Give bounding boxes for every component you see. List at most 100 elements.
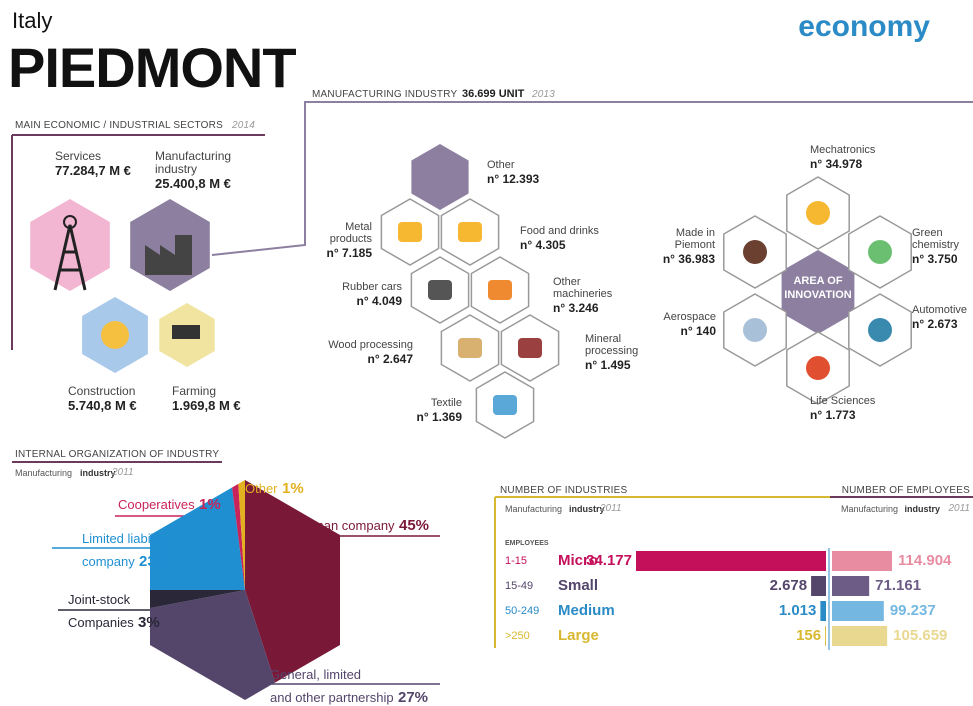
value-label: 45% (399, 517, 430, 534)
label: Wood processing (328, 339, 413, 351)
label: Joint-stock (68, 592, 131, 607)
value-label: 1.013 (778, 602, 817, 619)
size: Micro (558, 552, 599, 569)
icon (428, 280, 452, 300)
range: 15-49 (505, 580, 534, 592)
label: Automotive (912, 304, 968, 316)
bar (832, 551, 892, 571)
value-label: 1% (199, 496, 221, 513)
label: Farming (172, 384, 217, 398)
label: Mechatronics (810, 144, 876, 156)
pie-slice (228, 480, 245, 590)
label: Aerospace (663, 311, 716, 323)
icon (868, 318, 892, 342)
label: 25.400,8 M € (155, 176, 231, 191)
label: n° 34.978 (810, 157, 863, 171)
pie-slice (150, 590, 245, 615)
label: n° 12.393 (487, 172, 540, 186)
subtitle-year: 2011 (600, 503, 622, 514)
icon (488, 280, 512, 300)
label: Limited liability (82, 531, 167, 546)
subtitle: Manufacturing (15, 468, 73, 478)
label: Made in (675, 227, 715, 239)
label: Cooperatives (118, 497, 195, 512)
label: n° 1.369 (416, 410, 463, 424)
label: n° 4.049 (356, 294, 403, 308)
label: n° 2.647 (367, 352, 414, 366)
bar (832, 626, 888, 646)
icon (743, 318, 767, 342)
label: n° 3.750 (912, 252, 958, 266)
range: 1-15 (505, 555, 528, 567)
label: Rubber cars (342, 281, 402, 293)
value-label: 71.161 (875, 577, 922, 594)
column-label: EMPLOYEES (505, 540, 549, 547)
section-total: 36.699 UNIT (462, 88, 525, 100)
label: products (329, 233, 372, 245)
bar (832, 601, 884, 621)
section-title: MANUFACTURING INDUSTRY (312, 89, 458, 100)
subtitle: industry (904, 504, 940, 514)
label: n° 36.983 (662, 252, 715, 266)
subtitle: Manufacturing (505, 504, 563, 514)
icon (743, 240, 767, 264)
label: n° 4.305 (520, 238, 566, 252)
value-label: 105.659 (893, 627, 948, 644)
icon (101, 321, 129, 349)
icon (518, 338, 542, 358)
label: n° 1.773 (810, 408, 856, 422)
label: Other (245, 481, 278, 496)
hexagon (30, 199, 110, 291)
label: Other (553, 276, 581, 288)
label: machineries (553, 288, 613, 300)
label: AREA OF (793, 275, 843, 287)
topic: economy (798, 10, 930, 43)
value-label: 2.678 (769, 577, 808, 594)
subtitle-year: 2011 (112, 467, 134, 478)
icon (868, 240, 892, 264)
section-year: 2013 (532, 89, 556, 100)
subtitle: industry (569, 504, 605, 514)
label: Companies (68, 615, 134, 630)
label: Construction (68, 384, 136, 398)
bar (832, 576, 870, 596)
country: Italy (12, 8, 53, 33)
pie-slice (245, 480, 340, 700)
label: One-man company (284, 518, 395, 533)
region: PIEDMONT (8, 36, 297, 99)
label: Metal (345, 221, 372, 233)
label: Services (55, 149, 102, 163)
bar (820, 601, 826, 621)
section-year: 2014 (232, 120, 256, 131)
icon (458, 338, 482, 358)
value-label: 27% (398, 689, 429, 706)
value-label: 23% (139, 553, 170, 570)
pie-slice (236, 480, 245, 590)
label: 77.284,7 M € (55, 163, 131, 178)
value-label: 3% (138, 614, 160, 631)
icon (458, 222, 482, 242)
label: company (82, 554, 135, 569)
range: >250 (505, 630, 530, 642)
hexagon (411, 144, 469, 210)
size: Large (558, 627, 599, 644)
subtitle: Manufacturing (840, 504, 898, 514)
label: Life Sciences (810, 395, 876, 407)
icon (172, 325, 200, 339)
label: n° 140 (680, 324, 716, 338)
pie-slice (150, 480, 245, 590)
subtitle: industry (80, 468, 116, 478)
label: n° 7.185 (326, 246, 373, 260)
label: Manufacturing (155, 149, 232, 163)
label: n° 2.673 (912, 317, 958, 331)
bar (636, 551, 826, 571)
size: Small (558, 577, 599, 594)
label: Textile (430, 397, 462, 409)
bar (811, 576, 826, 596)
label: Green (912, 227, 943, 239)
connector (211, 101, 973, 256)
value-label: 156 (796, 627, 822, 644)
value-label: 34.177 (586, 552, 632, 569)
label: n° 1.495 (585, 358, 631, 372)
section-title: MAIN ECONOMIC / INDUSTRIAL SECTORS (15, 120, 223, 131)
